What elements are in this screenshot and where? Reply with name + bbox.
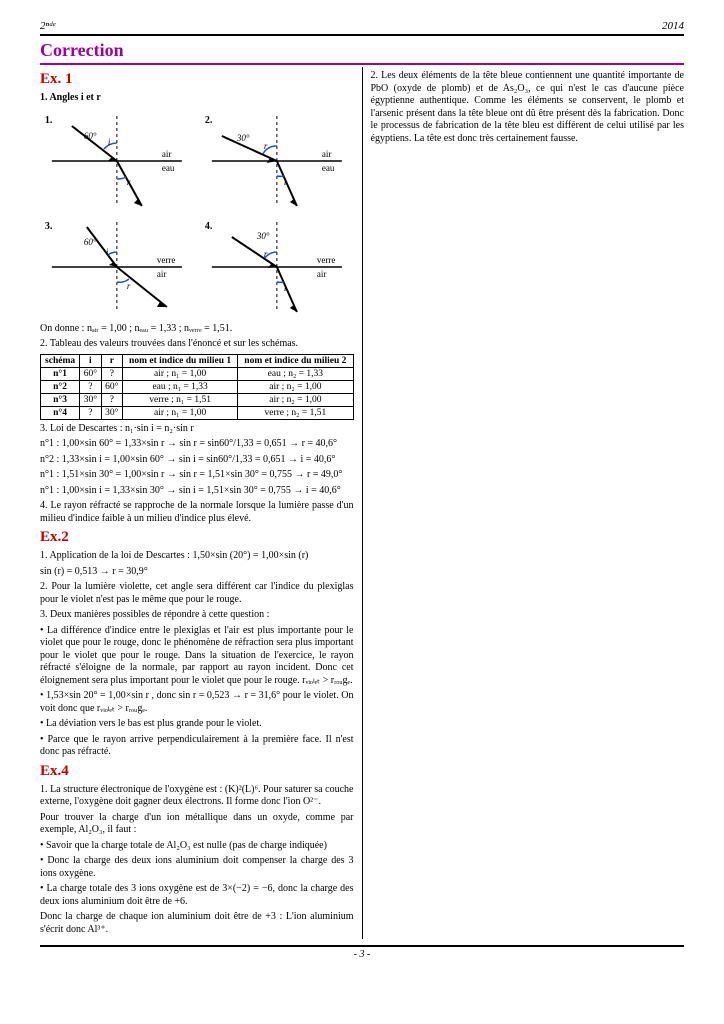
table-cell: air ; n₁ = 1,00 bbox=[123, 406, 238, 419]
ex1-calc4: n°1 : 1,00×sin i = 1,33×sin 30° → sin i … bbox=[40, 485, 354, 498]
right-column: 2. Les deux éléments de la tête bleue co… bbox=[363, 67, 685, 939]
svg-text:verre: verre bbox=[317, 255, 335, 265]
ex1-given: On donne : nₐᵢᵣ = 1,00 ; nₑₐᵤ = 1,33 ; n… bbox=[40, 323, 354, 336]
ex1-q1: 1. Angles i et r bbox=[40, 92, 354, 105]
ex1-q3: 3. Loi de Descartes : n₁·sin i = n₂·sin … bbox=[40, 423, 354, 436]
ex4-b3: • La charge totale des 3 ions oxygène es… bbox=[40, 883, 354, 908]
table-header: nom et indice du milieu 1 bbox=[123, 354, 238, 367]
diagram-1: 1. 60° r i air eau bbox=[40, 111, 194, 211]
table-cell: 30° bbox=[80, 393, 101, 406]
table-cell: 60° bbox=[101, 380, 122, 393]
svg-text:4.: 4. bbox=[205, 221, 213, 232]
svg-text:2.: 2. bbox=[205, 115, 213, 126]
table-cell: verre ; n₁ = 1,51 bbox=[123, 393, 238, 406]
page-header: 2ⁿᵈᵉ 2014 bbox=[40, 20, 684, 36]
table-header: r bbox=[101, 354, 122, 367]
diagram-3: 3. 60° i r verre air bbox=[40, 217, 194, 317]
table-cell: n°3 bbox=[41, 393, 80, 406]
table-cell: eau ; n₁ = 1,33 bbox=[123, 380, 238, 393]
ex1-q2: 2. Tableau des valeurs trouvées dans l'é… bbox=[40, 338, 354, 351]
ex2-p1b: sin (r) = 0,513 → r = 30,9° bbox=[40, 566, 354, 579]
diagram-4: 4. 30° r i verre air bbox=[200, 217, 354, 317]
ex4-p2: Pour trouver la charge d'un ion métalliq… bbox=[40, 812, 354, 837]
table-row: n°330°?verre ; n₁ = 1,51air ; n₂ = 1,00 bbox=[41, 393, 354, 406]
table-cell: verre ; n₂ = 1,51 bbox=[238, 406, 353, 419]
table-cell: eau ; n₂ = 1,33 bbox=[238, 367, 353, 380]
table-row: n°4?30°air ; n₁ = 1,00verre ; n₂ = 1,51 bbox=[41, 406, 354, 419]
svg-text:3.: 3. bbox=[45, 221, 53, 232]
ex2-b1: • La différence d'indice entre le plexig… bbox=[40, 625, 354, 688]
diagram-2: 2. 30° r i air eau bbox=[200, 111, 354, 211]
svg-text:i: i bbox=[108, 137, 111, 147]
header-right: 2014 bbox=[662, 20, 684, 32]
svg-text:air: air bbox=[317, 269, 327, 279]
ex2-title: Ex.2 bbox=[40, 529, 354, 546]
svg-text:r: r bbox=[127, 177, 131, 187]
svg-text:60°: 60° bbox=[84, 131, 97, 141]
ex4-b1: • Savoir que la charge totale de Al₂O₃ e… bbox=[40, 840, 354, 853]
svg-text:air: air bbox=[322, 149, 332, 159]
svg-text:60°: 60° bbox=[84, 237, 97, 247]
ex1-q4: 4. Le rayon réfracté se rapproche de la … bbox=[40, 500, 354, 525]
table-cell: ? bbox=[80, 380, 101, 393]
table-row: n°2?60°eau ; n₁ = 1,33air ; n₂ = 1,00 bbox=[41, 380, 354, 393]
section-title: Correction bbox=[40, 40, 684, 65]
svg-text:air: air bbox=[157, 269, 167, 279]
ex2-b2: • 1,53×sin 20° = 1,00×sin r , donc sin r… bbox=[40, 690, 354, 715]
table-header: schéma bbox=[41, 354, 80, 367]
right-p1: 2. Les deux éléments de la tête bleue co… bbox=[371, 70, 685, 145]
ex2-p2: 2. Pour la lumière violette, cet angle s… bbox=[40, 581, 354, 606]
ex2-b4: • Parce que le rayon arrive perpendicula… bbox=[40, 734, 354, 759]
svg-text:r: r bbox=[127, 281, 131, 291]
page-footer: - 3 - bbox=[40, 945, 684, 960]
ex4-p1: 1. La structure électronique de l'oxygèn… bbox=[40, 784, 354, 809]
svg-text:30°: 30° bbox=[256, 231, 270, 241]
ex2-b3: • La déviation vers le bas est plus gran… bbox=[40, 718, 354, 731]
svg-text:r: r bbox=[264, 249, 268, 259]
svg-text:eau: eau bbox=[162, 163, 175, 173]
ex4-title: Ex.4 bbox=[40, 763, 354, 780]
table-cell: ? bbox=[101, 367, 122, 380]
svg-text:r: r bbox=[264, 141, 268, 151]
ex1-calc2: n°2 : 1,33×sin i = 1,00×sin 60° → sin i … bbox=[40, 454, 354, 467]
ex4-p3: Donc la charge de chaque ion aluminium d… bbox=[40, 911, 354, 936]
table-header: nom et indice du milieu 2 bbox=[238, 354, 353, 367]
svg-text:30°: 30° bbox=[236, 133, 250, 143]
ex1-title: Ex. 1 bbox=[40, 71, 354, 88]
table-cell: ? bbox=[101, 393, 122, 406]
table-header: i bbox=[80, 354, 101, 367]
table-cell: 30° bbox=[101, 406, 122, 419]
svg-text:eau: eau bbox=[322, 163, 335, 173]
table-row: n°160°?air ; n₁ = 1,00eau ; n₂ = 1,33 bbox=[41, 367, 354, 380]
svg-text:air: air bbox=[162, 149, 172, 159]
svg-text:1.: 1. bbox=[45, 115, 53, 126]
table-cell: ? bbox=[80, 406, 101, 419]
ex4-b2: • Donc la charge des deux ions aluminium… bbox=[40, 855, 354, 880]
left-column: Ex. 1 1. Angles i et r 1. 60° bbox=[40, 67, 363, 939]
ex2-p1: 1. Application de la loi de Descartes : … bbox=[40, 550, 354, 563]
table-cell: n°4 bbox=[41, 406, 80, 419]
ex1-calc3: n°1 : 1,51×sin 30° = 1,00×sin r → sin r … bbox=[40, 469, 354, 482]
ex1-calc1: n°1 : 1,00×sin 60° = 1,33×sin r → sin r … bbox=[40, 438, 354, 451]
refraction-diagrams: 1. 60° r i air eau bbox=[40, 111, 354, 317]
table-cell: air ; n₁ = 1,00 bbox=[123, 367, 238, 380]
ex1-table: schémairnom et indice du milieu 1nom et … bbox=[40, 354, 354, 420]
table-cell: n°1 bbox=[41, 367, 80, 380]
header-left: 2ⁿᵈᵉ bbox=[40, 20, 55, 32]
table-cell: n°2 bbox=[41, 380, 80, 393]
table-cell: air ; n₂ = 1,00 bbox=[238, 380, 353, 393]
ex2-p3: 3. Deux manières possibles de répondre à… bbox=[40, 609, 354, 622]
table-cell: air ; n₂ = 1,00 bbox=[238, 393, 353, 406]
svg-text:verre: verre bbox=[157, 255, 175, 265]
table-cell: 60° bbox=[80, 367, 101, 380]
